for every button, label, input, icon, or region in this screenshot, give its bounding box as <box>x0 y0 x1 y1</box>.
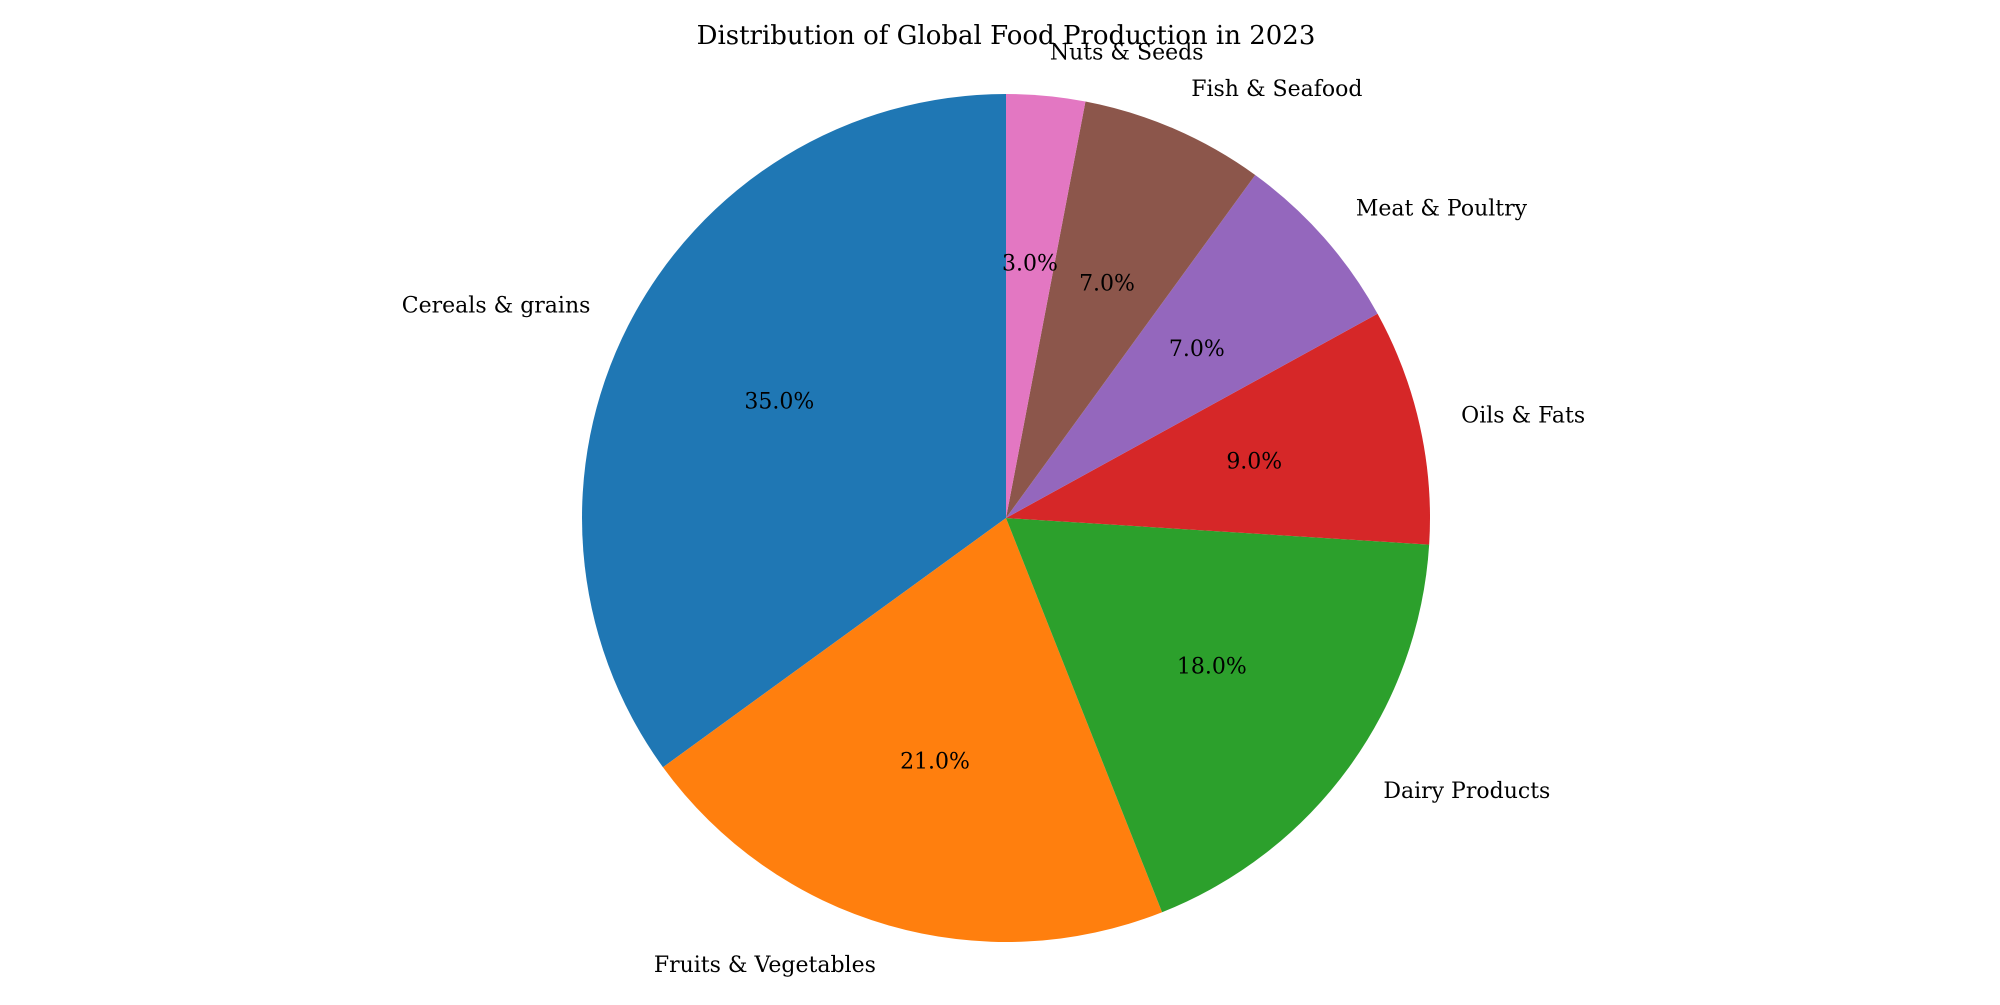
pie-slice-cereals-and-grains <box>582 94 1006 768</box>
chart-title: Distribution of Global Food Production i… <box>697 21 1316 51</box>
pie-slice-dairy-products <box>1006 518 1430 913</box>
slice-label-fish-and-seafood: Fish & Seafood <box>1191 77 1362 102</box>
pie-slices <box>582 94 1430 943</box>
pie-slice-meat-and-poultry <box>1006 174 1378 519</box>
pie-slice-oils-and-fats <box>1006 313 1430 545</box>
pct-label-cereals-and-grains: 35.0% <box>744 390 814 415</box>
pct-label-fish-and-seafood: 7.0% <box>1079 272 1135 297</box>
pie-slice-fruits-and-vegetables <box>662 518 1163 943</box>
slice-label-fruits-and-vegetables: Fruits & Vegetables <box>654 953 876 978</box>
pct-label-meat-and-poultry: 7.0% <box>1169 337 1225 362</box>
pie-slice-fish-and-seafood <box>1006 101 1256 518</box>
slice-label-dairy-products: Dairy Products <box>1383 779 1550 804</box>
pct-label-nuts-and-seeds: 3.0% <box>1002 252 1058 277</box>
pct-label-oils-and-fats: 9.0% <box>1226 450 1282 475</box>
pct-label-dairy-products: 18.0% <box>1177 655 1247 680</box>
slice-label-meat-and-poultry: Meat & Poultry <box>1356 197 1528 222</box>
pie-labels: Cereals & grains 35.0% Fruits & Vegetables… <box>402 41 1585 978</box>
slice-label-nuts-and-seeds: Nuts & Seeds <box>1050 41 1204 66</box>
pie-slice-nuts-and-seeds <box>1006 94 1086 518</box>
pct-label-fruits-and-vegetables: 21.0% <box>900 749 970 774</box>
slice-label-cereals-and-grains: Cereals & grains <box>402 293 591 318</box>
slice-label-oils-and-fats: Oils & Fats <box>1461 403 1585 428</box>
